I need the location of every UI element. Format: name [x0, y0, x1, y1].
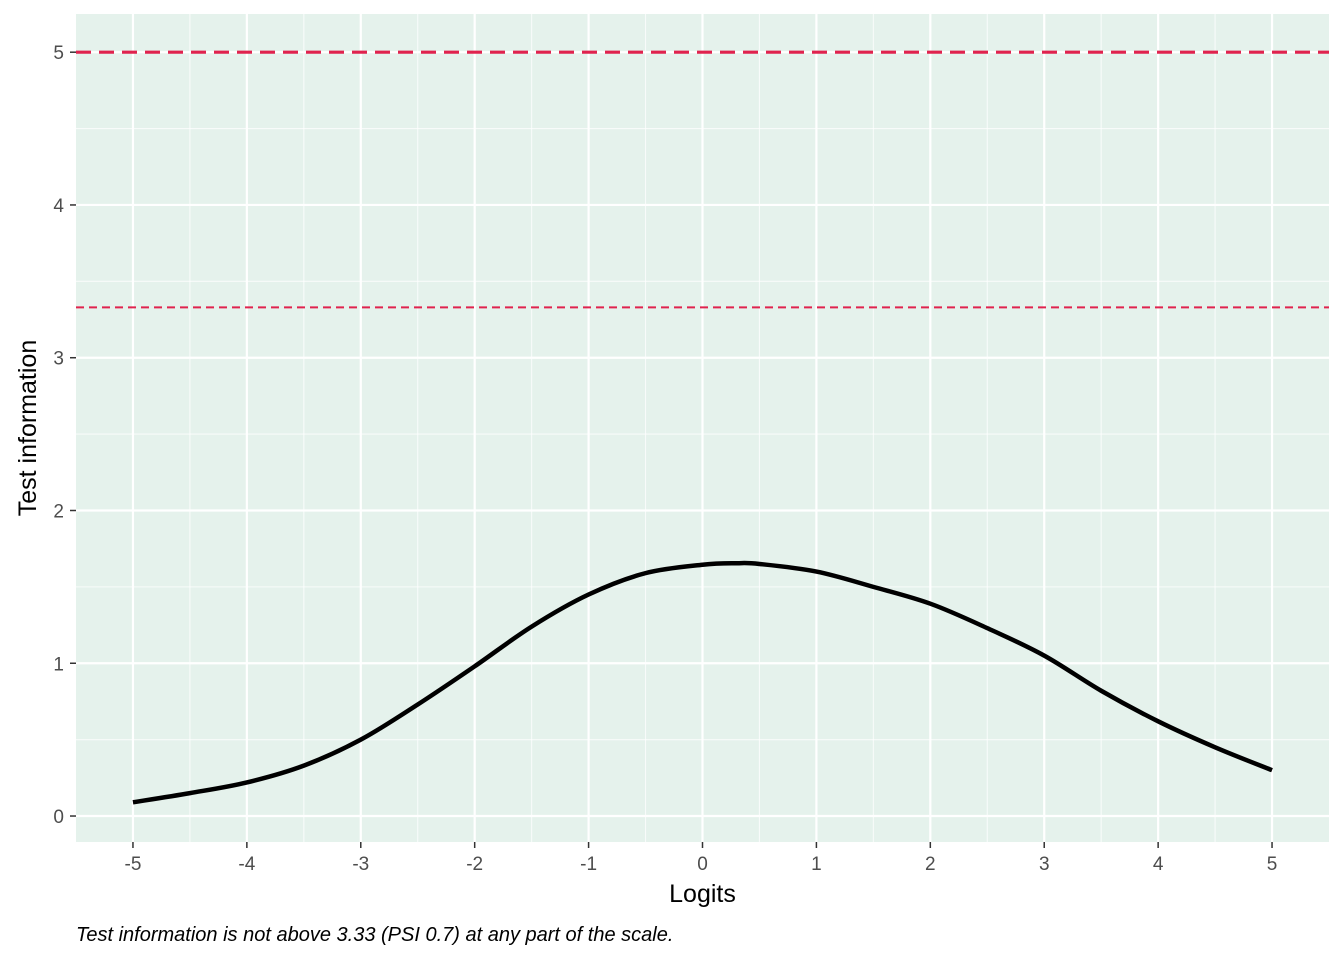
x-tick-label: 0 — [697, 854, 708, 875]
y-axis-ticks: 0 1 2 3 4 5 — [53, 43, 76, 828]
x-tick-label: -3 — [352, 854, 369, 875]
x-tick-label: -2 — [466, 854, 483, 875]
y-tick-label: 4 — [53, 196, 64, 217]
x-tick-label: 3 — [1039, 854, 1050, 875]
x-axis-ticks: -5 -4 -3 -2 -1 0 1 2 3 4 5 — [125, 842, 1278, 875]
y-axis-title: Test information — [14, 340, 42, 516]
y-tick-label: 0 — [53, 807, 64, 828]
x-tick-label: 5 — [1267, 854, 1278, 875]
x-tick-label: 2 — [925, 854, 936, 875]
series-group — [132, 560, 1273, 805]
y-tick-label: 3 — [53, 349, 64, 370]
x-tick-label: 4 — [1153, 854, 1164, 875]
chart-caption: Test information is not above 3.33 (PSI … — [76, 924, 673, 946]
test-information-curve — [132, 560, 1273, 805]
x-tick-label: -5 — [125, 854, 142, 875]
major-gridlines — [76, 14, 1329, 842]
y-tick-label: 1 — [53, 654, 64, 675]
x-tick-label: -1 — [580, 854, 597, 875]
y-tick-label: 5 — [53, 43, 64, 64]
reference-lines — [76, 50, 1329, 309]
x-tick-label: -4 — [238, 854, 255, 875]
x-tick-label: 1 — [811, 854, 822, 875]
y-tick-label: 2 — [53, 501, 64, 522]
x-axis-title: Logits — [669, 880, 736, 908]
